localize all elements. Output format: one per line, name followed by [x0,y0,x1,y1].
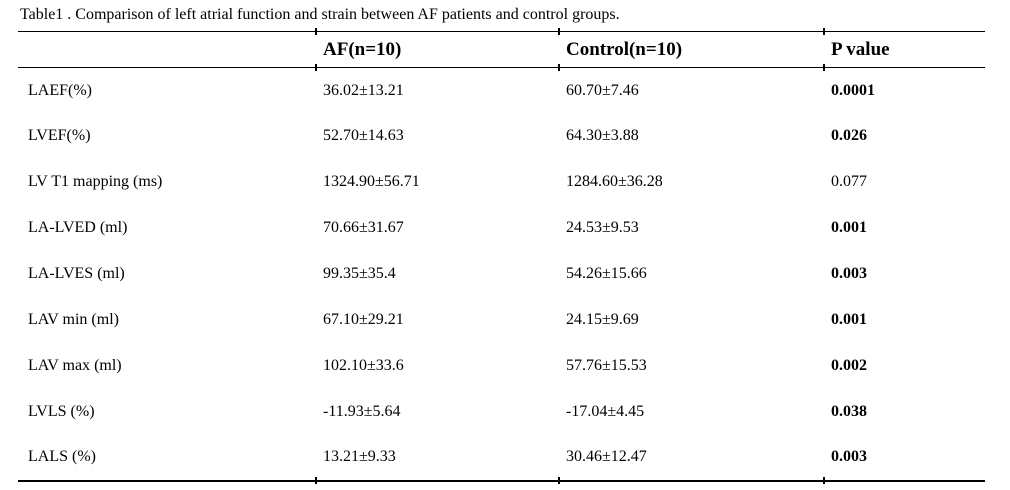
af-value: 67.10±29.21 [323,310,404,328]
header-cell-control: Control(n=10) [558,31,823,68]
table-row: LAEF(%) 36.02±13.21 60.70±7.46 0.0001 [18,68,985,114]
control-value: -17.04±4.45 [566,402,645,420]
comparison-table-container: AF(n=10) Control(n=10) P value LAEF(%) 3… [18,28,985,484]
control-value: 54.26±15.66 [566,265,647,282]
control-value: 24.53±9.53 [566,219,639,237]
p-value: 0.0001 [831,81,875,99]
table-row: LA-LVES (ml) 99.35±35.4 54.26±15.66 0.00… [18,251,985,297]
table-row: LALS (%) 13.21±9.33 30.46±12.47 0.003 [18,435,985,481]
row-label: LA-LVES (ml) [28,265,125,282]
control-value: 1284.60±36.28 [566,173,663,191]
table-row: LV T1 mapping (ms) 1324.90±56.71 1284.60… [18,159,985,205]
af-value: 36.02±13.21 [323,81,404,99]
row-label: LALS (%) [28,448,96,466]
row-label: LVEF(%) [28,127,91,145]
af-value: -11.93±5.64 [323,402,401,420]
af-value: 52.70±14.63 [323,127,404,145]
column-divider-tick [558,477,560,484]
af-value: 13.21±9.33 [323,448,396,466]
p-value: 0.003 [831,448,867,466]
table-header: AF(n=10) Control(n=10) P value [18,31,985,68]
p-value: 0.026 [831,127,867,145]
header-cell-af: AF(n=10) [315,31,558,68]
table-row: LVEF(%) 52.70±14.63 64.30±3.88 0.026 [18,113,985,159]
header-cell-empty [18,31,315,68]
table-caption: Table1 . Comparison of left atrial funct… [20,6,620,23]
af-value: 1324.90±56.71 [323,173,420,191]
header-row: AF(n=10) Control(n=10) P value [18,31,985,68]
row-label: LAEF(%) [28,81,92,99]
comparison-table: AF(n=10) Control(n=10) P value LAEF(%) 3… [18,31,985,482]
table-row: LAV max (ml) 102.10±33.6 57.76±15.53 0.0… [18,343,985,389]
control-value: 64.30±3.88 [566,127,639,145]
control-value: 57.76±15.53 [566,356,647,374]
table-body: LAEF(%) 36.02±13.21 60.70±7.46 0.0001 LV… [18,68,985,481]
table-row: LVLS (%) -11.93±5.64 -17.04±4.45 0.038 [18,389,985,435]
column-divider-tick [823,64,825,71]
column-divider-tick [315,64,317,71]
row-label: LA-LVED (ml) [28,219,128,237]
row-label: LAV min (ml) [28,310,119,328]
column-divider-tick [315,477,317,484]
row-label: LVLS (%) [28,402,95,420]
af-value: 70.66±31.67 [323,219,404,237]
row-label: LV T1 mapping (ms) [28,173,163,191]
column-divider-tick [558,28,560,35]
column-divider-tick [315,28,317,35]
control-value: 24.15±9.69 [566,310,639,328]
p-value: 0.003 [831,265,867,282]
p-value: 0.002 [831,356,867,374]
row-label: LAV max (ml) [28,356,122,374]
column-divider-tick [823,477,825,484]
control-value: 30.46±12.47 [566,448,647,466]
header-cell-pvalue: P value [823,31,985,68]
af-value: 99.35±35.4 [323,265,396,282]
table-row: LAV min (ml) 67.10±29.21 24.15±9.69 0.00… [18,297,985,343]
p-value: 0.038 [831,402,867,420]
column-divider-tick [823,28,825,35]
p-value: 0.001 [831,310,867,328]
af-value: 102.10±33.6 [323,356,404,374]
p-value: 0.077 [831,173,867,191]
column-divider-tick [558,64,560,71]
p-value: 0.001 [831,219,867,237]
control-value: 60.70±7.46 [566,81,639,99]
table-row: LA-LVED (ml) 70.66±31.67 24.53±9.53 0.00… [18,205,985,251]
